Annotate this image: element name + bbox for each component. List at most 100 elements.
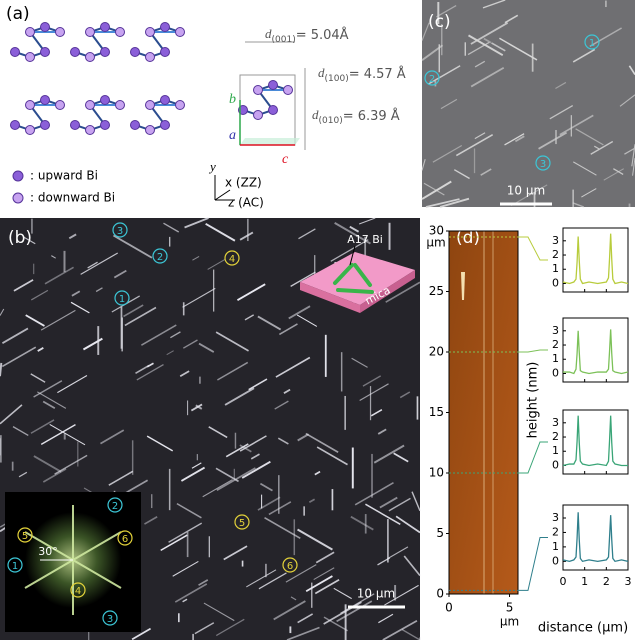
y-tick-label: 2	[552, 338, 559, 351]
flake	[288, 305, 311, 320]
flake	[379, 496, 398, 509]
marker-label: 1	[12, 561, 18, 572]
flake	[112, 234, 153, 259]
profile-line	[562, 512, 629, 563]
flake	[182, 339, 198, 349]
y-tick-label: 2	[552, 525, 559, 538]
flake	[377, 428, 387, 435]
d-value: = 6.39 Å	[343, 108, 400, 124]
flake	[510, 184, 548, 207]
flake	[359, 383, 389, 402]
flake	[593, 145, 600, 150]
panel-label: (d)	[456, 228, 480, 248]
angle-label: 30°	[38, 545, 58, 558]
flake	[100, 429, 125, 445]
mica-side	[360, 270, 415, 313]
flake	[198, 579, 209, 586]
flake	[504, 14, 519, 24]
flake	[68, 233, 77, 240]
flake	[285, 564, 317, 583]
atom	[145, 125, 155, 135]
flake	[499, 37, 538, 61]
atom	[160, 95, 170, 105]
y-tick-label: 10	[429, 466, 444, 480]
flake	[80, 252, 119, 275]
flake	[323, 616, 348, 632]
flake	[174, 583, 208, 603]
flake	[387, 546, 409, 560]
flake	[393, 452, 409, 463]
flake	[190, 403, 203, 412]
flake	[274, 400, 289, 410]
flake	[470, 22, 509, 45]
axes-arrows	[214, 175, 235, 201]
flake	[33, 380, 63, 398]
flake	[0, 404, 23, 425]
marker-label: 2	[112, 501, 118, 512]
profile-frame	[562, 227, 629, 293]
atom	[253, 85, 263, 95]
flake	[403, 555, 421, 577]
y-tick-label: 3	[552, 234, 559, 247]
flake	[42, 468, 67, 483]
atom	[40, 95, 50, 105]
unit-face	[240, 138, 300, 145]
flake	[314, 579, 340, 595]
flake	[470, 66, 505, 88]
panel-label: (b)	[8, 228, 32, 248]
atom	[40, 120, 50, 130]
bi-flakes	[333, 263, 374, 294]
atom	[115, 27, 125, 37]
flake	[179, 370, 190, 377]
flake	[514, 135, 525, 143]
flake	[40, 424, 76, 446]
marker-ring	[114, 290, 130, 306]
d-index: (100)	[325, 74, 349, 84]
flake	[358, 217, 376, 225]
flake	[436, 4, 457, 18]
marker-ring	[102, 610, 118, 626]
flake	[37, 391, 67, 409]
profile-line	[563, 329, 629, 375]
flake	[290, 271, 316, 287]
atom	[85, 52, 95, 62]
flake	[225, 443, 249, 458]
flake	[208, 426, 228, 439]
flake	[297, 528, 333, 551]
y-tick-label: 1	[552, 262, 559, 275]
atom	[100, 120, 110, 130]
flake	[239, 231, 254, 241]
y-axis-label: height (nm)	[526, 362, 541, 439]
flake	[30, 289, 49, 301]
y-tick-label: 2	[552, 430, 559, 443]
y-tick-label: 0	[552, 554, 559, 567]
flake	[257, 315, 282, 331]
flake	[468, 34, 504, 57]
flake	[427, 65, 461, 85]
flake	[423, 182, 445, 196]
flake	[351, 357, 368, 368]
connector	[518, 537, 548, 591]
flake	[241, 460, 271, 479]
flake	[581, 188, 597, 198]
flake	[184, 217, 209, 229]
flake	[170, 331, 181, 339]
flake	[316, 446, 348, 466]
d-symbol: d	[265, 26, 272, 41]
profile-frame	[562, 504, 629, 571]
flake	[113, 269, 127, 279]
flake	[421, 22, 430, 41]
d-value: = 4.57 Å	[349, 66, 406, 82]
atom	[130, 47, 140, 57]
atom	[130, 120, 140, 130]
axis-label: x (ZZ)	[225, 176, 262, 190]
d-symbol: d	[312, 107, 319, 122]
atom	[10, 47, 20, 57]
flake	[163, 222, 180, 233]
flake	[334, 222, 371, 245]
flake	[467, 41, 490, 56]
atom	[145, 52, 155, 62]
y-tick-label: 15	[429, 405, 444, 419]
flake	[1, 346, 37, 368]
flake	[613, 168, 624, 175]
